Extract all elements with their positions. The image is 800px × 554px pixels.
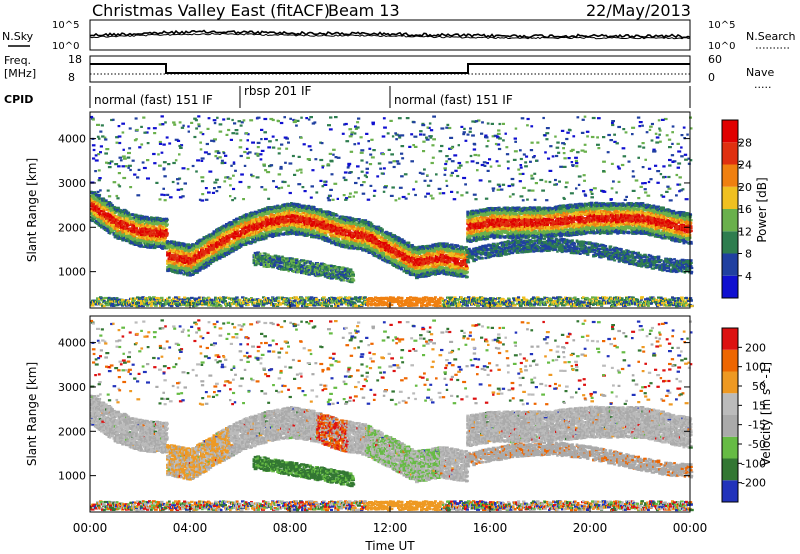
power-cell [354,244,357,246]
power-cell [254,215,257,217]
power-cell [370,224,373,226]
power-cell [241,241,244,243]
power-cell [341,216,344,218]
power-cell [98,208,101,210]
power-cell [116,207,120,209]
power-cell [313,206,316,208]
power-cell [294,212,296,214]
nave-legend-dots: ..... [754,78,771,91]
power-cell [350,225,353,227]
power-cell [309,217,312,219]
power-cell [270,213,273,215]
power-cell [263,214,266,216]
beam-label: Beam 13 [328,1,400,20]
cpid-segment-2: rbsp 201 IF [244,84,311,98]
power-cell [175,265,177,267]
noise-search-label: N.Search [746,30,796,43]
noise-left-tick-bottom: 10^0 [52,41,79,52]
power-cell [164,237,167,239]
power-cell [165,223,169,225]
power-cell [353,248,356,250]
power-cell [286,225,288,227]
cpid-row: CPID normal (fast) 151 IF rbsp 201 IF no… [4,84,690,108]
power-cell [358,218,361,220]
power-cell [344,217,347,219]
power-cell [169,252,171,254]
power-cell [140,244,143,246]
power-cell [264,211,266,213]
cpid-segment-1: normal (fast) 151 IF [94,93,213,107]
power-cell [240,223,243,225]
power-cell [174,249,177,251]
power-cell [256,228,259,230]
power-cell [95,220,98,222]
power-cell [158,240,161,242]
power-cell [238,238,241,240]
power-cell [341,232,344,234]
power-cell [159,225,162,227]
power-cell [165,234,169,236]
freq-tick-top: 18 [68,53,82,66]
power-cell [100,220,103,222]
noise-panel: N.Sky 10^5 10^0 10^5 10^0 N.Search [2,20,796,52]
power-cell [349,230,351,232]
power-scatter [90,115,694,307]
power-cell [165,220,168,222]
freq-tick-bottom: 8 [68,71,75,84]
cpid-segment-3: normal (fast) 151 IF [394,93,513,107]
frequency-panel: Freq. [MHz] 18 8 60 0 Nave ..... [4,53,774,91]
nave-tick-top: 60 [708,53,722,66]
frequency-panel-frame [90,56,690,82]
date-label: 22/May/2013 [586,1,691,20]
power-cell [263,221,267,223]
cpid-label: CPID [4,93,33,106]
power-cell [109,219,112,221]
noise-left-tick-top: 10^5 [52,20,79,31]
figure-title: Christmas Valley East (fitACF) [92,1,330,20]
power-cell [294,216,297,218]
power-cell [254,241,257,243]
power-cell [149,224,152,226]
power-cell [185,246,188,248]
power-cell [235,221,238,223]
freq-label: Freq. [4,54,31,67]
power-cell [165,229,168,231]
power-cell [104,202,107,204]
power-cell [191,274,194,276]
power-cell [336,238,340,240]
power-cell [236,230,238,232]
noise-right-tick-bottom: 10^0 [708,41,735,52]
power-cell [319,221,322,223]
noise-right-tick-top: 10^5 [708,20,735,31]
power-cell [119,217,122,219]
power-cell [285,222,288,224]
power-cell [105,199,108,201]
frequency-trace [90,64,690,73]
power-cell [313,230,316,232]
radar-summary-figure: Christmas Valley East (fitACF) Beam 13 2… [0,0,800,554]
power-cell [164,239,167,241]
power-cell [335,215,339,217]
nave-tick-bottom: 0 [708,71,715,84]
power-cell [353,225,356,227]
power-cell [153,233,156,235]
power-cell [364,221,367,223]
power-cell [165,218,168,220]
power-cell [165,232,168,234]
power-cell [138,218,141,220]
power-cell [205,256,208,258]
freq-unit-label: [MHz] [4,67,36,80]
power-cell [206,265,210,267]
noise-sky-label: N.Sky [2,30,34,43]
